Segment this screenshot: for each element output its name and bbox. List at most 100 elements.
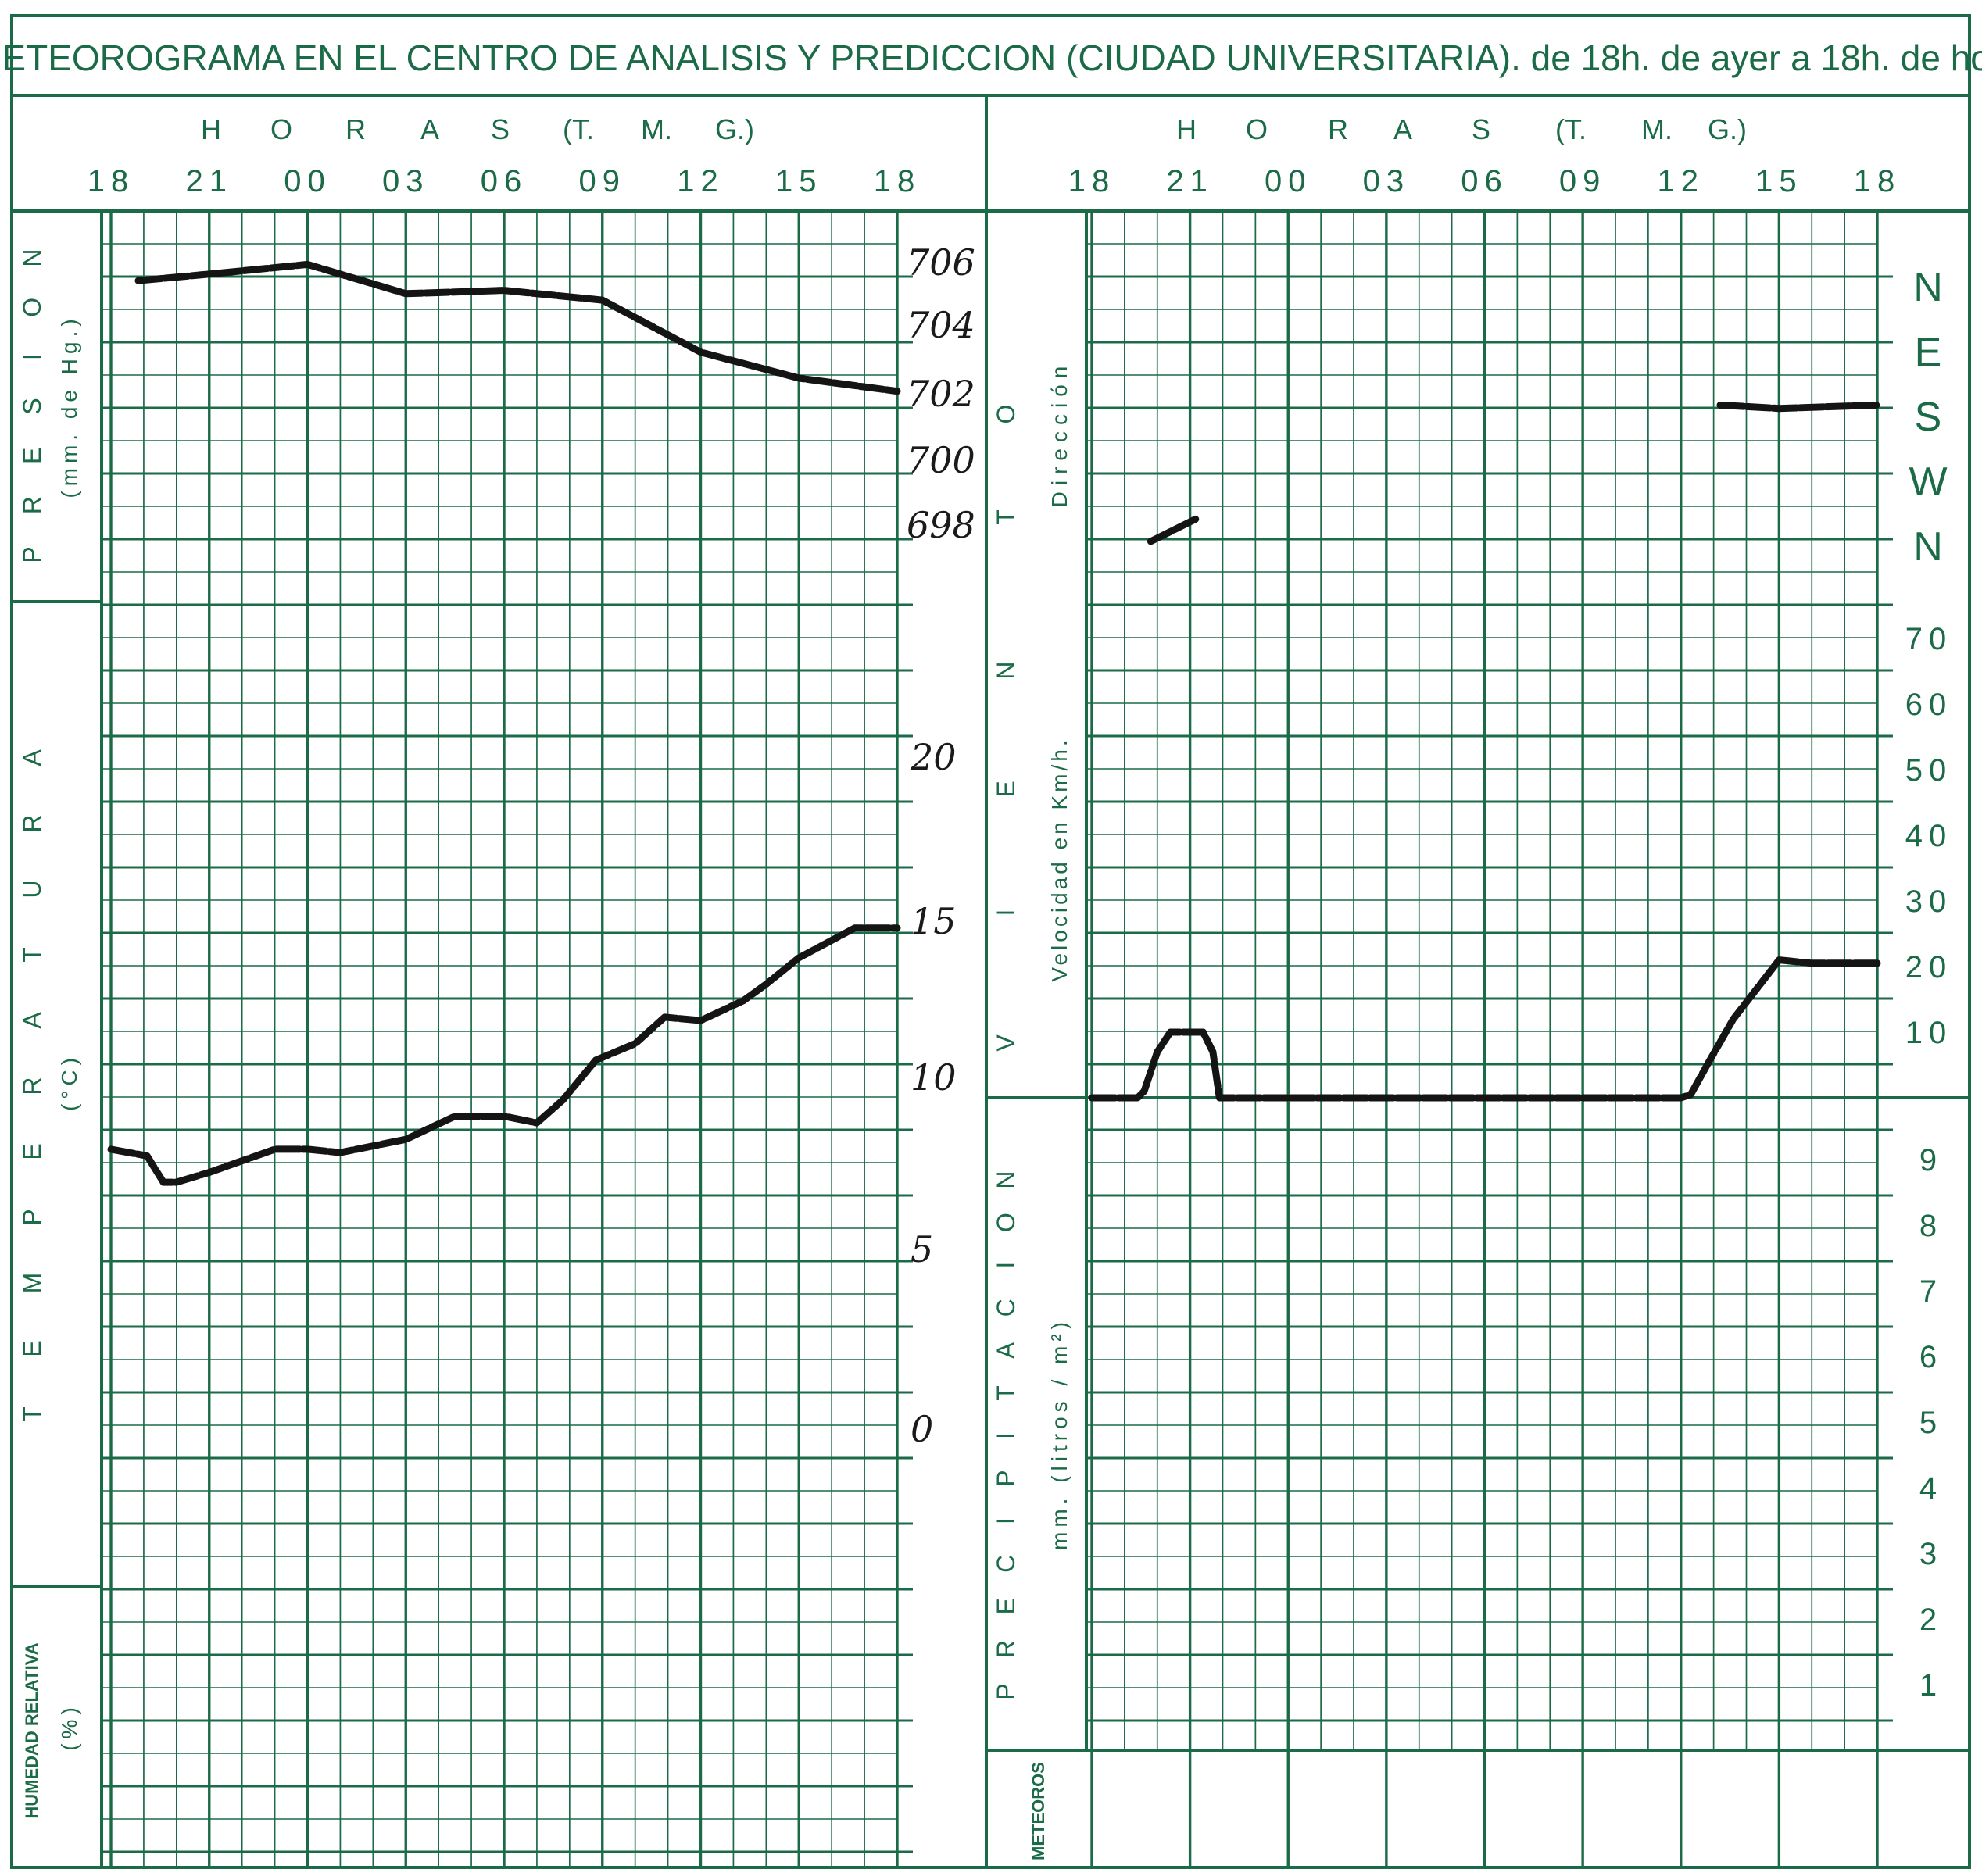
hours-header-letter-right: R <box>1328 113 1348 145</box>
hour-tick: 03 <box>382 164 430 198</box>
hours-header-letter: S <box>491 113 510 145</box>
temperatura-side-letter: E <box>18 1340 46 1356</box>
hours-header-letter: M. <box>641 113 672 145</box>
viento-side-letter: O <box>992 405 1020 424</box>
hour-tick-right: 21 <box>1166 164 1214 198</box>
trace-presion <box>134 260 901 395</box>
meteoros-label: METEOROS <box>1029 1762 1048 1860</box>
viento-side-letter: N <box>992 661 1020 679</box>
hours-header-letter: R <box>345 113 366 145</box>
trace-viento-direccion-1 <box>1147 515 1200 545</box>
hour-tick: 06 <box>481 164 528 198</box>
precipitacion-side-letter: N <box>992 1170 1020 1188</box>
hour-tick-right: 18 <box>1854 164 1902 198</box>
hours-header-letter: (T. <box>563 113 594 145</box>
precipitacion-side-letter: P <box>992 1470 1020 1486</box>
temperatura-side-letter: R <box>18 1077 46 1095</box>
presion-side-letter: N <box>18 248 46 266</box>
speed-tick: 10 <box>1905 1016 1953 1050</box>
outer-frame <box>10 14 1971 1869</box>
presion-side-letter: E <box>18 448 46 464</box>
pressure-tick: 698 <box>907 504 975 546</box>
temperature-tick: 20 <box>910 736 957 778</box>
temperatura-side-letter: E <box>18 1143 46 1160</box>
hour-tick: 12 <box>677 164 724 198</box>
hour-tick: 18 <box>88 164 135 198</box>
temperature-tick: 15 <box>911 900 957 942</box>
hours-header-letter: G.) <box>715 113 754 145</box>
traces <box>107 260 1881 1186</box>
precip-tick: 5 <box>1919 1406 1937 1440</box>
precipitacion-side-letter: E <box>992 1598 1020 1614</box>
precip-tick: 1 <box>1919 1668 1937 1703</box>
trace-viento-direccion-2 <box>1716 402 1881 413</box>
trace-viento-velocidad <box>1088 956 1881 1102</box>
speed-tick: 40 <box>1905 819 1953 853</box>
hour-tick: 15 <box>775 164 823 198</box>
temperatura-side-letter: T <box>18 947 46 963</box>
presion-side-letter: P <box>18 546 46 563</box>
direction-tick: S <box>1915 395 1942 440</box>
pressure-tick: 704 <box>907 304 975 346</box>
humedad-unit: (%) <box>57 1703 81 1751</box>
presion-side-letter: S <box>18 398 46 414</box>
hours-header-letter-right: M. <box>1641 113 1673 145</box>
presion-unit: (mm. de Hg.) <box>57 314 81 498</box>
precipitacion-unit: mm. (litros / m²) <box>1047 1317 1071 1550</box>
viento-direccion-label: Dirección <box>1047 360 1071 508</box>
viento-side-letter: I <box>992 909 1020 917</box>
viento-side-letter: V <box>992 1034 1020 1052</box>
hours-header-letter-right: A <box>1393 113 1412 145</box>
hour-tick: 09 <box>579 164 627 198</box>
precipitacion-side-letter: A <box>992 1342 1020 1359</box>
pressure-tick: 700 <box>907 439 975 481</box>
hours-header-letter-right: S <box>1472 113 1490 145</box>
hour-tick-right: 18 <box>1068 164 1116 198</box>
speed-tick: 30 <box>1905 884 1953 919</box>
temperatura-side-letter: P <box>18 1209 46 1225</box>
pressure-tick: 702 <box>907 373 975 415</box>
hours-header-letter: O <box>270 113 292 145</box>
temperatura-side-letter: R <box>18 814 46 832</box>
hour-tick-right: 12 <box>1658 164 1705 198</box>
grid-left <box>12 209 986 1867</box>
precip-tick: 6 <box>1919 1340 1937 1374</box>
hour-tick-right: 06 <box>1461 164 1508 198</box>
speed-tick: 20 <box>1905 950 1953 984</box>
hours-header-letter-right: (T. <box>1555 113 1587 145</box>
precip-tick: 2 <box>1919 1603 1937 1637</box>
viento-velocidad-label: Velocidad en Km/h. <box>1047 737 1071 981</box>
precipitacion-side-letter: C <box>992 1299 1020 1317</box>
hour-tick-right: 00 <box>1265 164 1312 198</box>
chart-labels: H O R A S (T. M. G.)18 21 00 03 06 09 12 15 18PRESION(m… <box>18 113 1953 1860</box>
temperatura-side-letter: M <box>18 1273 46 1294</box>
speed-tick: 60 <box>1905 688 1953 722</box>
precip-tick: 4 <box>1919 1471 1937 1506</box>
precip-tick: 7 <box>1919 1274 1937 1309</box>
hour-tick: 00 <box>284 164 331 198</box>
presion-side-letter: R <box>18 496 46 514</box>
hours-header-letter-right: H <box>1176 113 1197 145</box>
precipitacion-side-letter: I <box>992 1517 1020 1524</box>
direction-tick: N <box>1913 265 1943 310</box>
pressure-tick: 706 <box>907 241 975 284</box>
temperature-tick: 5 <box>911 1228 933 1270</box>
hours-header-letter: H <box>201 113 221 145</box>
speed-tick: 70 <box>1905 622 1953 656</box>
precip-tick: 8 <box>1919 1209 1937 1243</box>
hour-tick: 21 <box>186 164 234 198</box>
direction-tick: N <box>1913 524 1943 570</box>
hours-header-letter: A <box>420 113 439 145</box>
hours-header-letter-right: G.) <box>1708 113 1747 145</box>
hour-tick: 18 <box>874 164 921 198</box>
trace-temperatura <box>107 924 901 1186</box>
chart-title: METEOROGRAMA EN EL CENTRO DE ANALISIS Y … <box>0 38 1982 78</box>
presion-side-letter: I <box>18 353 46 360</box>
temperatura-unit: (°C) <box>57 1053 81 1111</box>
precipitacion-side-letter: R <box>992 1640 1020 1658</box>
hour-tick-right: 15 <box>1755 164 1803 198</box>
temperature-tick: 10 <box>911 1056 957 1099</box>
hour-tick-right: 09 <box>1559 164 1607 198</box>
